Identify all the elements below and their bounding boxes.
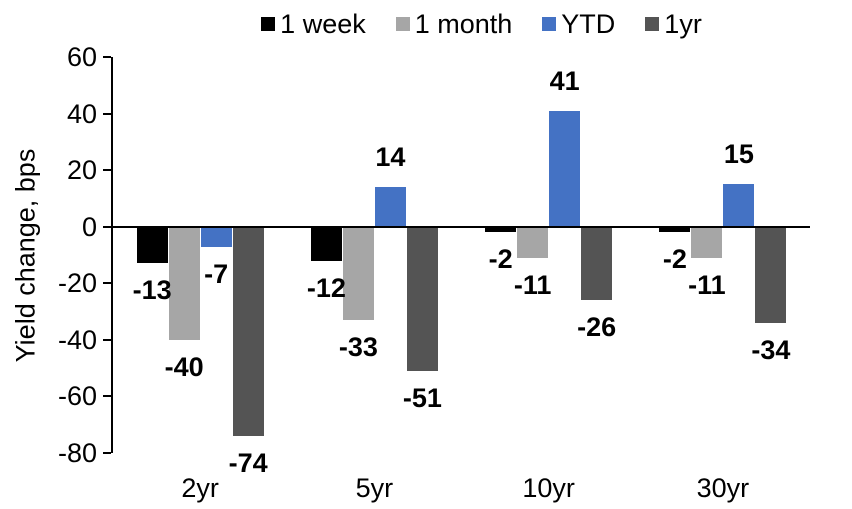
bar-10yr-1-week <box>485 226 517 233</box>
bar-value-label-2yr-ytd: -7 <box>204 258 229 289</box>
y-tick-mark <box>103 56 111 58</box>
bar-value-label-2yr-1-month: -40 <box>164 351 204 382</box>
bar-value-label-5yr-1-week: -12 <box>306 272 346 303</box>
bar-value-label-2yr-1yr: -74 <box>228 448 268 479</box>
x-category-label-2yr: 2yr <box>181 473 219 503</box>
bar-value-label-30yr-ytd: 15 <box>723 139 754 170</box>
chart-legend: 1 week 1 month YTD 1yr <box>113 6 810 42</box>
bar-30yr-1yr <box>755 226 787 323</box>
legend-item-ytd: YTD <box>542 9 615 39</box>
bar-value-label-10yr-ytd: 41 <box>549 65 580 96</box>
legend-label: 1 week <box>280 9 366 39</box>
legend-label: YTD <box>561 9 616 39</box>
y-tick-mark <box>103 169 111 172</box>
y-tick-label: -20 <box>57 268 97 299</box>
y-tick-mark <box>103 452 111 454</box>
y-tick-label: 20 <box>66 155 97 186</box>
bar-value-label-30yr-1-week: -2 <box>662 244 687 275</box>
legend-swatch-1-week <box>261 17 276 31</box>
y-axis-line <box>111 57 113 453</box>
bar-30yr-1-month <box>691 226 723 258</box>
legend-item-1-week: 1 week <box>261 9 366 39</box>
legend-item-1yr: 1yr <box>645 9 702 39</box>
y-tick-label: 40 <box>66 98 97 129</box>
bar-5yr-1-month <box>342 226 374 321</box>
bar-5yr-1yr <box>406 226 438 371</box>
bar-10yr-1yr <box>581 226 613 301</box>
x-category-label-10yr: 10yr <box>522 473 575 503</box>
y-axis-title-wrap: Yield change, bps <box>2 57 50 453</box>
legend-label: 1yr <box>664 9 702 39</box>
plot-area: 60 40 20 0 -20 -40 -60 -80 -13 -40 -7 -74 2yr -12 -33 1… <box>58 42 810 503</box>
y-tick-label: 0 <box>81 211 97 242</box>
y-tick-mark <box>103 338 111 341</box>
x-axis-zero-line <box>103 225 810 228</box>
bar-value-label-5yr-1yr: -51 <box>402 382 442 413</box>
y-tick-label: -80 <box>57 438 97 468</box>
y-tick-label: 60 <box>66 42 97 72</box>
bar-value-label-10yr-1-week: -2 <box>488 244 513 275</box>
bar-10yr-1-month <box>517 226 549 258</box>
y-tick-label: -40 <box>57 324 97 355</box>
x-category-label-5yr: 5yr <box>355 473 394 503</box>
bar-5yr-ytd <box>374 187 406 227</box>
bar-2yr-1-month <box>168 226 200 340</box>
bar-value-label-10yr-1yr: -26 <box>577 312 617 343</box>
bar-value-label-5yr-1-month: -33 <box>338 332 378 363</box>
y-tick-label: -60 <box>57 381 97 412</box>
legend-swatch-1yr <box>645 17 660 31</box>
bar-2yr-1-week <box>136 226 168 264</box>
bar-value-label-10yr-1-month: -11 <box>513 269 552 300</box>
legend-item-1-month: 1 month <box>395 9 513 39</box>
y-axis-title: Yield change, bps <box>10 148 41 362</box>
bar-value-label-2yr-1-week: -13 <box>132 275 172 306</box>
legend-swatch-1-month <box>395 17 410 31</box>
legend-label: 1 month <box>414 9 513 39</box>
legend-swatch-ytd <box>542 17 557 31</box>
x-category-label-30yr: 30yr <box>696 473 750 503</box>
bar-30yr-ytd <box>723 184 755 227</box>
y-tick-mark <box>103 282 111 285</box>
bar-2yr-1yr <box>232 226 264 437</box>
y-tick-mark <box>103 395 111 398</box>
bar-10yr-ytd <box>549 110 581 227</box>
bar-value-label-5yr-ytd: 14 <box>375 142 406 173</box>
bar-5yr-1-week <box>310 226 342 261</box>
bar-30yr-1-week <box>659 226 691 233</box>
y-tick-mark <box>103 112 111 115</box>
bar-value-label-30yr-1-month: -11 <box>688 269 726 300</box>
bar-value-label-30yr-1yr: -34 <box>751 334 791 365</box>
bar-2yr-ytd <box>200 226 232 247</box>
